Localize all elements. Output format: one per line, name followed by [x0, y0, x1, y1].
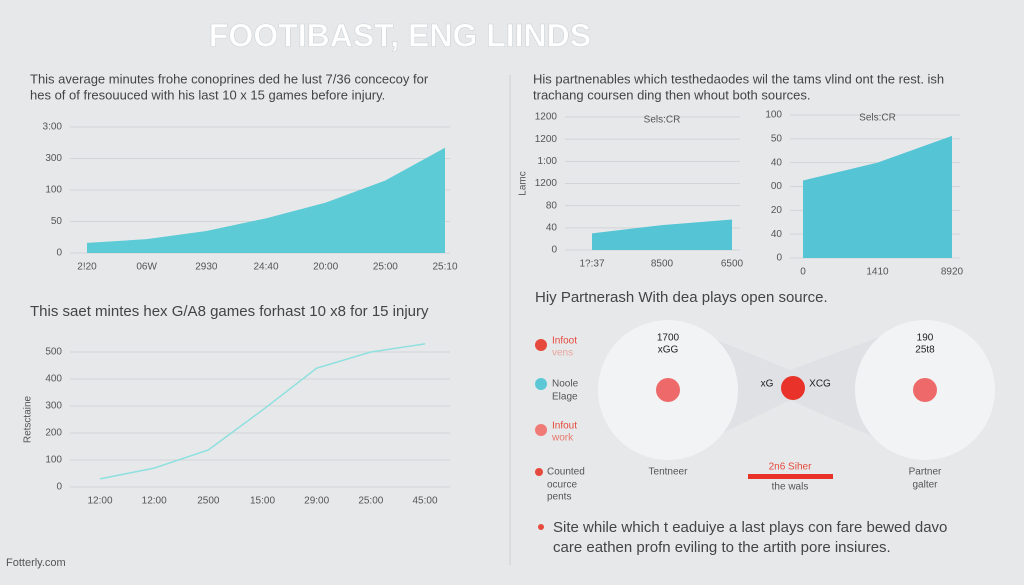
- y-tick-label: 1200: [535, 112, 558, 123]
- y-axis-label: Retsctaine: [23, 395, 34, 443]
- node-text: 1700: [657, 333, 680, 344]
- x-tick-label: 25:00: [358, 496, 383, 507]
- y-tick-label: 3:00: [43, 122, 63, 133]
- y-tick-label: 0: [551, 245, 557, 256]
- node-dot: [913, 378, 937, 402]
- y-tick-label: 200: [45, 428, 62, 439]
- legend-icon: [535, 378, 547, 390]
- center-text: xG: [761, 379, 774, 390]
- x-tick-label: 15:00: [250, 496, 275, 507]
- node-label: Partner: [909, 467, 942, 478]
- left-note: This average minutes frohe conoprines de…: [30, 71, 429, 86]
- center-dot: [781, 376, 805, 400]
- y-tick-label: 500: [45, 347, 62, 358]
- main-title: FOOTIBAST, ENG LIINDS: [209, 17, 591, 53]
- legend-text: pents: [547, 492, 571, 503]
- y-tick-label: 100: [765, 110, 782, 121]
- node-text: 190: [917, 333, 934, 344]
- y-tick-label: 50: [51, 216, 63, 227]
- legend-text: Infout: [552, 421, 577, 432]
- y-tick-label: 40: [546, 222, 558, 233]
- x-tick-label: 6500: [721, 259, 744, 270]
- y-tick-label: 400: [45, 374, 62, 385]
- legend-text: work: [551, 433, 574, 444]
- y-tick-label: 0: [56, 482, 62, 493]
- x-tick-label: 2500: [197, 496, 220, 507]
- x-tick-label: 1410: [866, 267, 889, 278]
- y-axis-label: Lamc: [518, 171, 529, 195]
- line: [99, 343, 426, 480]
- x-tick-label: 24:40: [253, 262, 278, 273]
- diagram-heading: Hiy Partnerash With dea plays open sourc…: [535, 289, 828, 306]
- chart-title: This saet mintes hex G/A8 games forhast …: [30, 303, 429, 320]
- x-tick-label: 12:00: [87, 496, 112, 507]
- y-tick-label: 80: [546, 200, 558, 211]
- legend-text: Infoot: [552, 336, 577, 347]
- legend-text: ocurce: [547, 480, 577, 491]
- x-tick-label: 29:00: [304, 496, 329, 507]
- x-tick-label: 8920: [941, 267, 964, 278]
- center-bar: [748, 474, 833, 479]
- x-tick-label: 25:00: [373, 262, 398, 273]
- legend-text: Noole: [552, 379, 579, 390]
- x-tick-label: 06W: [136, 262, 157, 273]
- y-tick-label: 0: [776, 253, 782, 264]
- node-label: Tentneer: [649, 467, 689, 478]
- node-label: galter: [912, 480, 938, 491]
- center-value: 2n6 Siher: [769, 462, 812, 473]
- x-tick-label: 1?:37: [579, 259, 604, 270]
- x-tick-label: 25:10: [432, 262, 457, 273]
- area: [87, 147, 445, 253]
- node-text: 25t8: [915, 345, 935, 356]
- y-tick-label: 300: [45, 153, 62, 164]
- y-tick-label: 40: [771, 157, 783, 168]
- node-dot: [656, 378, 680, 402]
- center-text: XCG: [809, 379, 831, 390]
- chart-title: Sels:CR: [859, 113, 896, 124]
- legend-text: Elage: [552, 392, 578, 403]
- bullet: [538, 524, 544, 530]
- footer-text: Site while which t eaduiye a last plays …: [553, 519, 947, 536]
- node-text: xGG: [658, 345, 679, 356]
- x-tick-label: 2930: [195, 262, 218, 273]
- legend-text: Counted: [547, 467, 585, 478]
- y-tick-label: 1:00: [538, 156, 558, 167]
- legend-icon: [535, 339, 547, 351]
- y-tick-label: 100: [45, 185, 62, 196]
- left-note: hes of of fresouuced with his last 10 x …: [30, 87, 385, 102]
- y-tick-label: 00: [771, 181, 783, 192]
- site: Fotterly.com: [6, 557, 66, 569]
- x-tick-label: 12:00: [142, 496, 167, 507]
- y-tick-label: 50: [771, 133, 783, 144]
- area: [592, 219, 732, 250]
- legend-icon: [535, 468, 543, 476]
- y-tick-label: 20: [771, 205, 783, 216]
- legend-text: vens: [552, 348, 573, 359]
- center-caption: the wals: [772, 482, 809, 493]
- footer-text: care eathen profn eviling to the artith …: [553, 539, 891, 556]
- x-tick-label: 2!20: [77, 262, 97, 273]
- right-note: His partnenables which testhedaodes wil …: [533, 71, 944, 86]
- y-tick-label: 40: [771, 229, 783, 240]
- y-tick-label: 300: [45, 401, 62, 412]
- x-tick-label: 20:00: [313, 262, 338, 273]
- y-tick-label: 100: [45, 455, 62, 466]
- area: [803, 135, 952, 258]
- y-tick-label: 1200: [535, 178, 558, 189]
- x-tick-label: 8500: [651, 259, 674, 270]
- right-note: trachang coursen ding then whout both so…: [533, 87, 811, 102]
- y-tick-label: 0: [56, 248, 62, 259]
- legend-icon: [535, 424, 547, 436]
- x-tick-label: 45:00: [412, 496, 437, 507]
- chart-title: Sels:CR: [644, 115, 681, 126]
- y-tick-label: 1200: [535, 134, 558, 145]
- x-tick-label: 0: [800, 267, 806, 278]
